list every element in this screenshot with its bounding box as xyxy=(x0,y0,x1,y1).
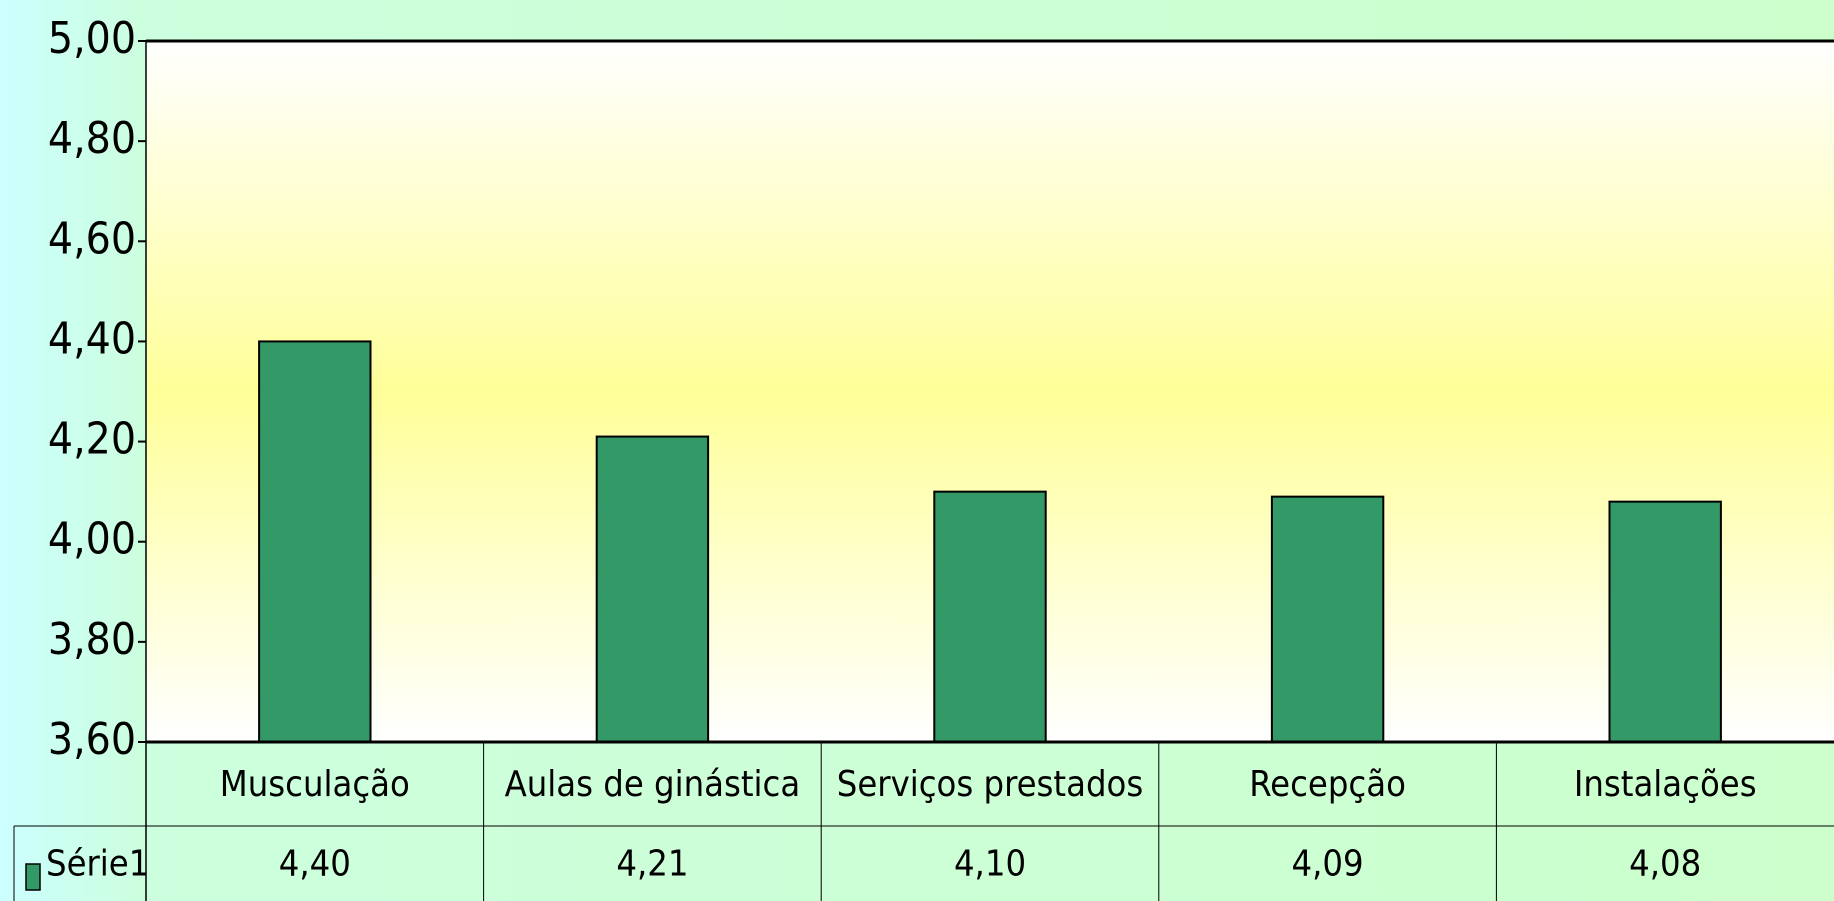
bar xyxy=(258,340,372,743)
x-tick-label: Musculação xyxy=(220,764,410,805)
bar xyxy=(1270,495,1385,743)
y-tick-label: 3,80 xyxy=(48,614,136,665)
y-tick-label: 4,20 xyxy=(48,414,136,465)
y-tick-label: 3,60 xyxy=(48,714,136,765)
y-tick-label: 4,60 xyxy=(48,213,136,264)
y-tick-label: 5,00 xyxy=(48,13,136,64)
bar xyxy=(595,435,710,743)
legend-swatch xyxy=(25,863,41,891)
bar xyxy=(933,490,1047,743)
x-tick-label: Serviços prestados xyxy=(837,764,1143,805)
data-table-value: 4,40 xyxy=(279,844,351,885)
data-table-value: 4,09 xyxy=(1292,844,1364,885)
data-table-value: 4,10 xyxy=(954,844,1026,885)
y-tick-label: 4,00 xyxy=(48,514,136,565)
data-table-value: 4,08 xyxy=(1629,844,1701,885)
y-tick-label: 4,40 xyxy=(48,313,136,364)
data-table-value: 4,21 xyxy=(616,844,688,885)
x-tick-label: Recepção xyxy=(1249,764,1406,805)
x-tick-label: Aulas de ginástica xyxy=(505,764,801,805)
legend-label: Série1 xyxy=(46,844,149,885)
y-tick-label: 4,80 xyxy=(48,113,136,164)
bar xyxy=(1608,500,1722,743)
x-tick-label: Instalações xyxy=(1574,764,1757,805)
